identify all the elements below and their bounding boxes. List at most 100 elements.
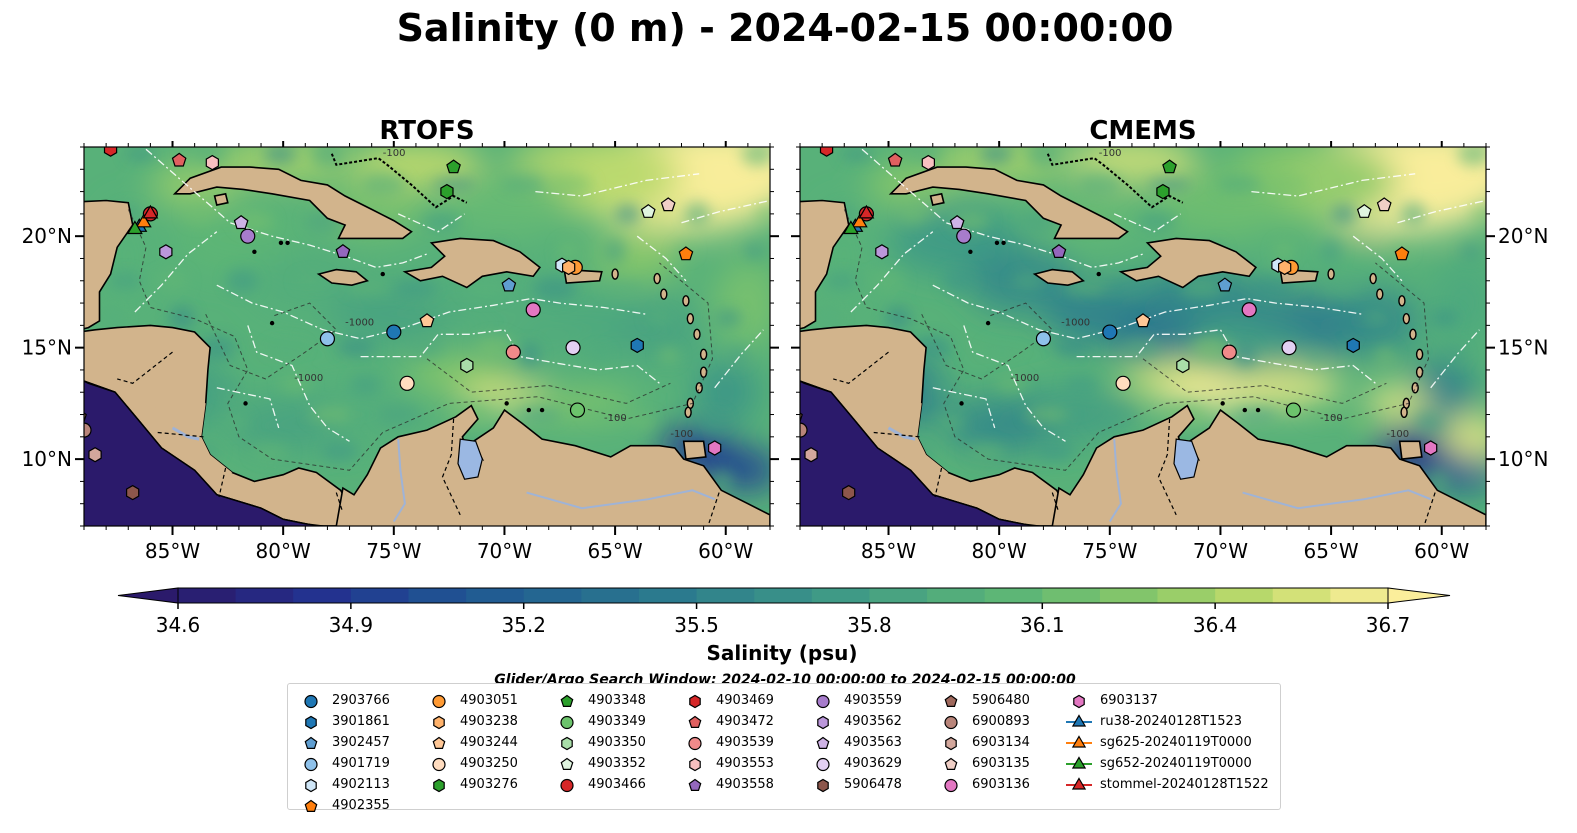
eez-boundary: [535, 173, 700, 197]
platform-legend: 2903766 3901861 3902457 4901719 4902113 49023…: [287, 683, 1281, 813]
platform-marker-4903349: [1285, 402, 1302, 418]
platform-marker-4903469: [819, 147, 834, 157]
legend-item-4903348: 4903348: [552, 690, 646, 711]
eez-boundary: [1251, 173, 1416, 197]
platform-marker-3902457: [1217, 277, 1233, 292]
y-tick-label: 20°N: [22, 224, 72, 248]
x-tick-label: 80°W: [256, 539, 311, 563]
legend-item-5906478: 5906478: [808, 774, 902, 795]
legend-item-6903137: 6903137: [1064, 690, 1269, 711]
legend-item-4903553: 4903553: [680, 753, 774, 774]
legend-label: 6903135: [972, 756, 1030, 771]
platform-marker-4903238: [1277, 259, 1292, 276]
legend-label: 5906480: [972, 693, 1030, 708]
legend-marker-icon: [816, 694, 830, 708]
platform-marker-4903250: [399, 375, 415, 391]
y-tick-label: 15°N: [1498, 336, 1548, 360]
contour-label: -100: [670, 429, 693, 440]
platform-marker-5906478: [841, 484, 856, 501]
legend-marker-icon: [944, 757, 958, 770]
land-cuba: [172, 166, 413, 240]
legend-marker-icon: [304, 736, 318, 749]
legend-label: 5906478: [844, 777, 902, 792]
colorbar-tick-label: 34.9: [329, 613, 374, 637]
legend-item-4903563: 4903563: [808, 732, 902, 753]
legend-column: 6903137 ru38-20240128T1523 sg625-20240119T…: [1064, 690, 1269, 795]
legend-label: 4903352: [588, 756, 646, 771]
legend-item-6903134: 6903134: [936, 732, 1030, 753]
colorbar-extend-min: [117, 587, 179, 604]
legend-item-6903136: 6903136: [936, 774, 1030, 795]
platform-marker-4903349: [569, 402, 586, 418]
legend-marker-icon: [433, 778, 445, 792]
legend-marker-icon: [432, 694, 446, 708]
legend-label: 4902113: [332, 777, 390, 792]
x-tick-label: 60°W: [1414, 539, 1469, 563]
platform-marker-4903276: [440, 183, 454, 200]
platform-marker-6903136: [525, 302, 541, 318]
contour-label: -1000: [1010, 373, 1039, 384]
platform-marker-4903539: [505, 344, 521, 360]
legend-item-6900893: 6900893: [936, 711, 1030, 732]
platform-marker-4903553: [205, 154, 219, 171]
legend-label: ru38-20240128T1523: [1100, 714, 1243, 729]
x-tick-label: 85°W: [145, 539, 200, 563]
land-hispaniola: [1118, 237, 1258, 289]
land-jamaica: [1032, 268, 1086, 287]
platform-marker-3901861: [1346, 337, 1360, 354]
colorbar-segment: [1330, 588, 1389, 603]
colorbar-segment: [581, 588, 640, 603]
eez-boundary: [145, 148, 428, 269]
legend-marker-icon: [689, 757, 701, 771]
legend-marker-icon: [817, 715, 829, 729]
map-panel-cmems: CMEMS -1000 -1000 -100 -100 -100 85°W 80°W 75°W 7…: [791, 116, 1548, 563]
platform-marker-6903134: [804, 447, 818, 463]
legend-marker-icon: [305, 778, 317, 792]
legend-item-ru38-20240128T1523: ru38-20240128T1523: [1064, 711, 1269, 732]
legend-item-sg652-20240119T0000: sg652-20240119T0000: [1064, 753, 1269, 774]
colorbar-tick-label: 35.8: [847, 613, 892, 637]
eez-boundary: [932, 387, 996, 429]
platform-marker-4903350: [1176, 357, 1190, 374]
land-cuba: [888, 166, 1129, 240]
platform-marker-sg625-20240119T0000: [135, 213, 152, 228]
eez-boundary: [247, 325, 350, 442]
legend-label: 6903137: [1100, 693, 1158, 708]
legend-marker-icon: [304, 694, 318, 708]
contour-label: -100: [383, 148, 406, 159]
platform-marker-4903629: [565, 340, 581, 356]
legend-label: 4903558: [716, 777, 774, 792]
land-isleYouth: [929, 192, 945, 206]
colorbar-segment: [178, 588, 237, 603]
eez-boundary: [134, 231, 218, 313]
colorbar-segment: [869, 588, 928, 603]
legend-item-4903349: 4903349: [552, 711, 646, 732]
platform-marker-6903137: [1423, 440, 1438, 456]
panel-title: RTOFS: [379, 116, 474, 146]
platform-marker-4903469: [103, 147, 118, 157]
legend-marker-icon: [560, 778, 574, 792]
y-tick-label: 10°N: [22, 447, 72, 471]
land-trinidad: [1398, 440, 1423, 460]
platform-marker-4903558: [335, 244, 351, 258]
legend-item-4901719: 4901719: [296, 753, 390, 774]
colorbar-segment: [350, 588, 410, 603]
panel-title: CMEMS: [1089, 116, 1196, 146]
platform-marker-2903766: [386, 324, 402, 340]
platform-marker-4903472: [887, 152, 903, 167]
legend-item-4902113: 4902113: [296, 774, 390, 795]
legend-item-4903244: 4903244: [424, 732, 518, 753]
platform-marker-4903539: [1221, 344, 1237, 360]
legend-item-4903559: 4903559: [808, 690, 902, 711]
platform-marker-4903244: [1135, 313, 1151, 328]
legend-label: sg652-20240119T0000: [1100, 756, 1252, 771]
x-tick-label: 70°W: [477, 539, 532, 563]
platform-marker-4902355: [1394, 246, 1410, 261]
contour-label: -100: [604, 413, 627, 424]
legend-marker-icon: [304, 799, 318, 812]
legend-label: 4903250: [460, 756, 518, 771]
platform-marker-6900893: [800, 422, 808, 438]
legend-column: 4903051 4903238 4903244 4903250 4903276: [424, 690, 518, 795]
legend-marker-icon: [817, 778, 829, 792]
